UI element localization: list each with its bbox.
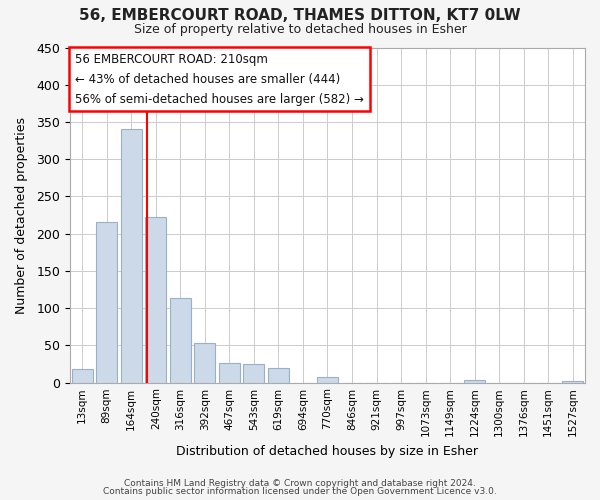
Text: Contains HM Land Registry data © Crown copyright and database right 2024.: Contains HM Land Registry data © Crown c… xyxy=(124,478,476,488)
Bar xyxy=(145,218,166,382)
Bar xyxy=(170,298,191,382)
Text: Size of property relative to detached houses in Esher: Size of property relative to detached ho… xyxy=(134,22,466,36)
Bar xyxy=(268,368,289,382)
Bar xyxy=(96,222,117,382)
Bar xyxy=(464,380,485,382)
Bar xyxy=(121,130,142,382)
Bar xyxy=(72,369,92,382)
Y-axis label: Number of detached properties: Number of detached properties xyxy=(15,116,28,314)
Bar xyxy=(219,363,240,382)
X-axis label: Distribution of detached houses by size in Esher: Distribution of detached houses by size … xyxy=(176,444,478,458)
Bar xyxy=(562,381,583,382)
Text: 56 EMBERCOURT ROAD: 210sqm
← 43% of detached houses are smaller (444)
56% of sem: 56 EMBERCOURT ROAD: 210sqm ← 43% of deta… xyxy=(75,52,364,106)
Text: Contains public sector information licensed under the Open Government Licence v3: Contains public sector information licen… xyxy=(103,487,497,496)
Text: 56, EMBERCOURT ROAD, THAMES DITTON, KT7 0LW: 56, EMBERCOURT ROAD, THAMES DITTON, KT7 … xyxy=(79,8,521,22)
Bar xyxy=(317,378,338,382)
Bar xyxy=(194,343,215,382)
Bar xyxy=(244,364,265,382)
